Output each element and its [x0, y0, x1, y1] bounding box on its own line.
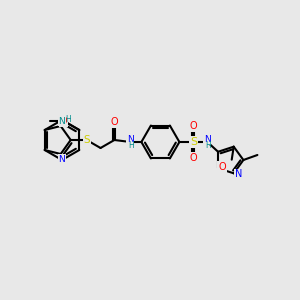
- Text: O: O: [190, 121, 197, 131]
- Text: H: H: [65, 115, 70, 124]
- Text: H: H: [128, 142, 134, 151]
- Text: N: N: [235, 169, 242, 179]
- Text: S: S: [83, 135, 90, 145]
- Text: O: O: [190, 153, 197, 163]
- Text: O: O: [218, 162, 226, 172]
- Text: H: H: [206, 142, 211, 151]
- Text: N: N: [204, 136, 211, 145]
- Text: N: N: [58, 154, 65, 164]
- Text: S: S: [190, 137, 197, 147]
- Text: O: O: [60, 116, 68, 126]
- Text: N: N: [58, 116, 65, 125]
- Text: N: N: [127, 136, 134, 145]
- Text: O: O: [111, 117, 118, 127]
